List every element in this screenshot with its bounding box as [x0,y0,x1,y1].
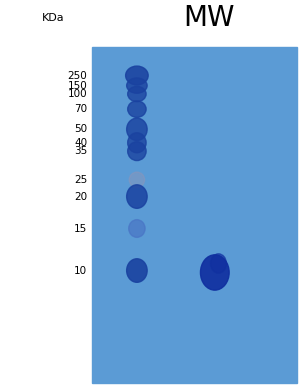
Ellipse shape [126,66,148,85]
Ellipse shape [211,254,226,273]
Text: MW: MW [184,4,235,32]
Text: 15: 15 [74,224,87,233]
Text: KDa: KDa [42,13,65,23]
Ellipse shape [127,259,147,282]
Ellipse shape [200,255,229,290]
Ellipse shape [128,133,146,153]
Ellipse shape [127,185,147,208]
Text: 10: 10 [74,265,87,276]
Text: 40: 40 [74,138,87,148]
Text: 150: 150 [67,81,87,91]
Text: 50: 50 [74,124,87,134]
Ellipse shape [127,78,147,93]
Ellipse shape [128,86,146,102]
Ellipse shape [128,142,146,161]
Ellipse shape [129,172,145,187]
Ellipse shape [127,118,147,140]
Text: 35: 35 [74,146,87,156]
Text: 70: 70 [74,104,87,114]
Ellipse shape [128,101,146,117]
Text: 25: 25 [74,175,87,185]
Bar [92,47,297,383]
Text: 20: 20 [74,192,87,201]
Ellipse shape [129,220,145,237]
Text: 250: 250 [67,70,87,81]
Text: 100: 100 [68,89,87,99]
